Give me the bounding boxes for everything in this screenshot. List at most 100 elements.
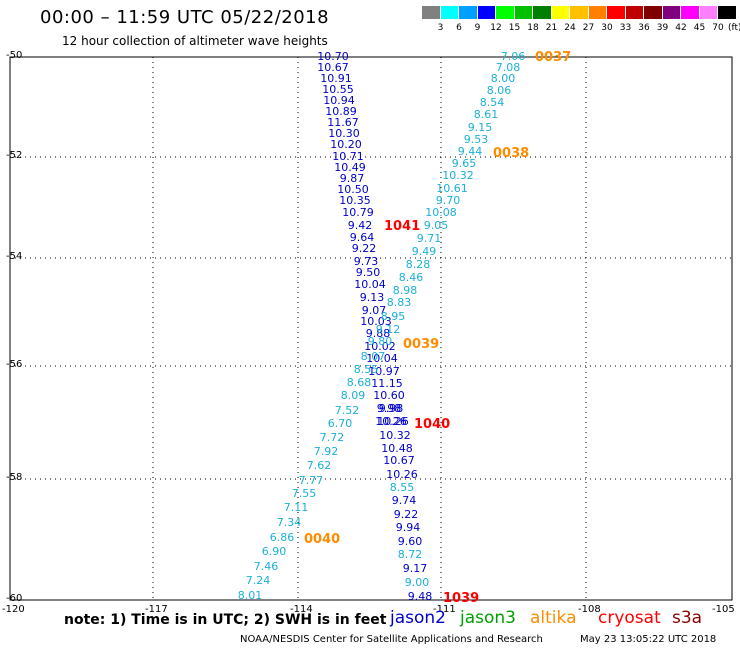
wave-height-label: 10.32 bbox=[442, 169, 474, 182]
wave-height-label: 11.15 bbox=[371, 377, 403, 390]
timestamp-text: May 23 13:05:22 UTC 2018 bbox=[580, 634, 717, 645]
wave-height-label: 7.55 bbox=[291, 487, 317, 500]
scale-swatch bbox=[551, 6, 569, 19]
wave-height-label: 10.26 bbox=[377, 415, 409, 428]
wave-height-label: 9.22 bbox=[393, 508, 419, 521]
wave-height-label: 9.48 bbox=[407, 590, 433, 603]
wave-height-label: 10.32 bbox=[379, 429, 411, 442]
satellite-legend-item: s3a bbox=[672, 608, 703, 628]
lon-tick-label: -108 bbox=[578, 604, 601, 615]
wave-height-label: 7.06 bbox=[500, 50, 526, 63]
scale-swatch bbox=[440, 6, 458, 19]
satellite-legend-item: jason3 bbox=[460, 608, 516, 628]
wave-height-label: 8.09 bbox=[340, 389, 366, 402]
wave-height-label: 10.04 bbox=[366, 352, 398, 365]
wave-height-label: 8.54 bbox=[479, 96, 505, 109]
wave-height-label: 7.11 bbox=[283, 501, 309, 514]
wave-height-label: 10.26 bbox=[375, 415, 407, 428]
wave-height-label: 6.90 bbox=[261, 545, 287, 558]
wave-height-label: 9.98 bbox=[376, 402, 402, 415]
wave-height-label: 10.67 bbox=[383, 454, 415, 467]
wave-height-label: 10.89 bbox=[325, 105, 357, 118]
wave-height-label: 9.60 bbox=[397, 535, 423, 548]
scale-label: 70 bbox=[712, 23, 724, 33]
wave-height-label: 10.48 bbox=[381, 442, 413, 455]
wave-height-label: 9.17 bbox=[402, 562, 428, 575]
lat-tick-label: -54 bbox=[6, 251, 23, 262]
scale-swatch bbox=[459, 6, 477, 19]
map-frame bbox=[9, 56, 733, 601]
scale-label: 24 bbox=[564, 23, 576, 33]
lon-tick-label: -114 bbox=[290, 604, 313, 615]
credit-text: NOAA/NESDIS Center for Satellite Applica… bbox=[240, 634, 543, 645]
lon-tick-label: -105 bbox=[712, 604, 735, 615]
scale-swatch bbox=[718, 6, 736, 19]
scale-swatch bbox=[477, 6, 495, 19]
wave-height-label: 7.77 bbox=[298, 474, 324, 487]
lon-tick-label: -120 bbox=[2, 604, 25, 615]
wave-height-label: 10.97 bbox=[368, 365, 400, 378]
wave-height-label: 9.98 bbox=[378, 402, 404, 415]
wave-height-label: 8.61 bbox=[473, 108, 499, 121]
lat-tick-label: -56 bbox=[6, 359, 23, 370]
scale-swatch bbox=[570, 6, 588, 19]
wave-height-label: 8.95 bbox=[380, 310, 406, 323]
wave-height-label: 7.24 bbox=[245, 574, 271, 587]
lat-tick-label: -52 bbox=[6, 150, 23, 161]
scale-label: 36 bbox=[638, 23, 650, 33]
scale-label: 33 bbox=[619, 23, 632, 33]
scale-label: 30 bbox=[601, 23, 613, 33]
chart-subtitle: 12 hour collection of altimeter wave hei… bbox=[62, 34, 328, 48]
lat-tick-label: -50 bbox=[6, 50, 23, 61]
lon-tick-label: -111 bbox=[433, 604, 456, 615]
scale-swatch bbox=[422, 6, 440, 19]
wave-height-label: 9.71 bbox=[416, 232, 442, 245]
wave-height-label: 6.86 bbox=[269, 531, 295, 544]
wave-height-label: 9.64 bbox=[349, 231, 375, 244]
wave-height-label: 8.72 bbox=[397, 548, 423, 561]
wave-height-label: 10.60 bbox=[373, 389, 405, 402]
satellite-legend-item: cryosat bbox=[598, 608, 661, 628]
wave-height-label: 9.07 bbox=[361, 304, 387, 317]
wave-height-label: 10.50 bbox=[337, 183, 369, 196]
scale-swatch bbox=[644, 6, 662, 19]
wave-height-label: 10.49 bbox=[334, 161, 366, 174]
scale-swatch bbox=[662, 6, 680, 19]
scale-swatch bbox=[496, 6, 514, 19]
scale-swatch bbox=[625, 6, 643, 19]
wave-height-label: 7.34 bbox=[276, 516, 302, 529]
wave-height-label: 9.74 bbox=[391, 494, 417, 507]
wave-height-label: 9.05 bbox=[423, 219, 449, 232]
wave-height-label: 8.00 bbox=[490, 72, 516, 85]
wave-height-label: 10.03 bbox=[360, 315, 392, 328]
scale-label: 6 bbox=[456, 23, 462, 33]
wave-height-label: 9.88 bbox=[365, 327, 391, 340]
pass-number-label: 0040 bbox=[304, 532, 341, 547]
pass-number-label: 0037 bbox=[535, 50, 572, 65]
wave-height-label: 8.55 bbox=[353, 363, 379, 376]
scale-unit: (ft) bbox=[728, 23, 740, 33]
scale-swatch bbox=[588, 6, 606, 19]
wave-height-label: 9.00 bbox=[404, 576, 430, 589]
wave-height-label: 8.28 bbox=[405, 258, 431, 271]
wave-height-label: 10.91 bbox=[320, 72, 352, 85]
wave-height-label: 10.08 bbox=[425, 206, 457, 219]
wave-height-label: 9.50 bbox=[355, 266, 381, 279]
wave-height-label: 6.70 bbox=[327, 417, 353, 430]
lat-tick-label: -58 bbox=[6, 472, 23, 483]
scale-label: 3 bbox=[437, 23, 444, 33]
wave-height-label: 9.53 bbox=[463, 133, 489, 146]
wave-height-label: 8.06 bbox=[486, 84, 512, 97]
satellite-legend-item: jason2 bbox=[390, 608, 446, 628]
wave-height-label: 10.55 bbox=[322, 83, 354, 96]
wave-height-label: 10.02 bbox=[364, 340, 396, 353]
wave-height-label: 8.68 bbox=[346, 376, 372, 389]
wave-height-label: 8.98 bbox=[392, 284, 418, 297]
lon-tick-label: -117 bbox=[145, 604, 168, 615]
pass-number-label: 1039 bbox=[443, 591, 480, 606]
scale-label: 42 bbox=[675, 23, 687, 33]
wave-height-label: 9.80 bbox=[367, 335, 393, 348]
scale-label: 12 bbox=[490, 23, 502, 33]
scale-label: 45 bbox=[693, 23, 706, 33]
